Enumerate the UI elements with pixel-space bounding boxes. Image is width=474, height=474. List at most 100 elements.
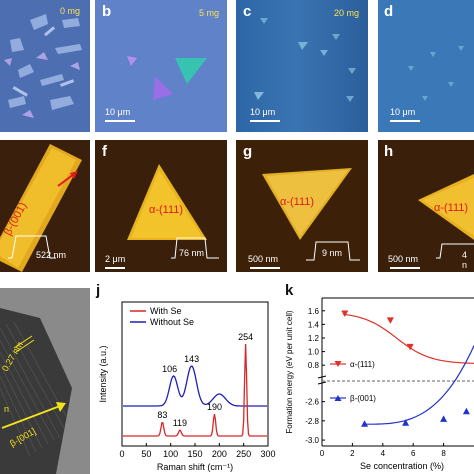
panel-c-optical-image: c 20 mg 10 μm xyxy=(236,0,368,132)
panel-label-k: k xyxy=(285,282,294,299)
axis-break-mark xyxy=(317,375,327,379)
x-tick-label: 150 xyxy=(187,449,202,459)
panel-label-f: f xyxy=(102,143,107,160)
x-tick-label: 0 xyxy=(320,449,325,458)
data-point-beta xyxy=(402,419,410,426)
y-tick-label: 1.2 xyxy=(308,334,320,343)
scale-label-c: 10 μm xyxy=(250,107,276,117)
panel-d-optical-image: d 10 μm xyxy=(378,0,474,132)
x-axis-label: Raman shift (cm⁻¹) xyxy=(157,462,233,472)
raman-chart-svg: 0 50 100 150 200 250 300 Raman shift (cm⁻¹) Inte… xyxy=(98,301,276,472)
x-tick-label: 2 xyxy=(350,449,355,458)
scale-bar-h xyxy=(390,267,420,269)
scale-label-h: 500 nm xyxy=(388,254,419,264)
x-tick-label: 50 xyxy=(141,449,151,459)
panel-label-g: g xyxy=(243,143,253,160)
legend-label-alpha: α-(111) xyxy=(350,360,375,369)
x-tick-label: 6 xyxy=(411,449,416,458)
height-label-h: 4 n xyxy=(462,250,468,270)
panel-label-b: b xyxy=(102,3,112,20)
y-tick-label: -2.8 xyxy=(305,417,319,426)
peak-label: 106 xyxy=(162,364,177,374)
height-label-e: 522 nm xyxy=(36,250,67,260)
amount-label-a: 0 mg xyxy=(60,6,81,16)
y-axis-label: Intensity (a.u.) xyxy=(98,345,108,402)
scale-bar-c xyxy=(250,120,280,122)
lattice-image xyxy=(0,288,90,474)
legend-marker-alpha xyxy=(334,361,342,367)
y-tick-label: 1.6 xyxy=(308,307,320,316)
nanobelt-image xyxy=(0,144,82,272)
data-point-beta xyxy=(462,407,470,415)
peak-label: 143 xyxy=(184,354,199,364)
triangle-flake-h xyxy=(418,174,474,259)
data-point-alpha xyxy=(341,310,349,318)
scale-bar-f xyxy=(105,267,125,269)
peak-label: 83 xyxy=(157,410,167,420)
extra-label-i: n xyxy=(4,404,10,414)
x-tick-label: 4 xyxy=(381,449,386,458)
legend-label-beta: β-(001) xyxy=(350,394,376,403)
scale-bar-d xyxy=(390,120,420,122)
y-tick-label: 1.0 xyxy=(308,348,320,357)
panel-label-j: j xyxy=(96,282,101,299)
legend-marker-beta xyxy=(334,395,342,401)
energy-chart-svg: 1.6 1.4 1.2 1.0 0.8 -2.6 -2.8 -3.00 2 4 6 8 Se conce… xyxy=(285,297,474,471)
triangle-flake-g xyxy=(262,168,360,261)
panel-e-afm-image: β-(001) 522 nm xyxy=(0,140,90,272)
panel-j-raman-chart: j 0 50 100 150 200 250 300 Raman shift (cm⁻¹) In… xyxy=(92,280,278,474)
x-tick-label: 200 xyxy=(212,449,227,459)
y-tick-label: 1.4 xyxy=(308,320,320,329)
axis-break-mark xyxy=(317,381,327,385)
amount-label-b: 5 mg xyxy=(199,8,220,18)
x-axis-label: Se concentration (%) xyxy=(360,461,444,471)
fit-curve-alpha xyxy=(343,313,474,364)
height-label-g: 9 nm xyxy=(322,248,343,258)
amount-label-c: 20 mg xyxy=(334,8,360,18)
scale-label-d: 10 μm xyxy=(390,107,416,117)
data-point-beta xyxy=(361,420,369,427)
panel-label-h: h xyxy=(384,143,394,160)
panel-g-afm-image: g α-(111) 9 nm 500 nm xyxy=(236,140,368,272)
panel-i-tem-image: 0.27 nm β-[001] n xyxy=(0,288,90,474)
y-tick-label: 0.8 xyxy=(308,361,320,370)
fit-curve-beta xyxy=(364,345,474,425)
triangles-image xyxy=(127,56,207,100)
legend-label-without-se: Without Se xyxy=(150,317,194,327)
x-tick-label: 250 xyxy=(236,449,251,459)
height-label-f: 76 nm xyxy=(179,248,205,258)
x-tick-label: 8 xyxy=(441,449,446,458)
peak-label: 190 xyxy=(207,402,222,412)
panel-label-c: c xyxy=(243,3,252,20)
panel-b-optical-image: b 5 mg 10 μm xyxy=(95,0,227,132)
series-line-without-se xyxy=(122,365,268,407)
scale-label-b: 10 μm xyxy=(105,107,131,117)
scale-bar-b xyxy=(105,120,135,122)
legend-label-with-se: With Se xyxy=(150,306,182,316)
phase-label-h: α-(111) xyxy=(434,202,469,214)
panel-f-afm-image: f α-(111) 76 nm 2 μm xyxy=(95,140,227,272)
flakes-image xyxy=(4,14,82,118)
panel-h-afm-image: h α-(111) 4 n 500 nm xyxy=(378,140,474,272)
panel-label-d: d xyxy=(384,3,394,20)
y-tick-label: -2.6 xyxy=(305,398,319,407)
phase-label-g: α-(111) xyxy=(280,196,315,208)
scale-label-g: 500 nm xyxy=(248,254,279,264)
panel-k-energy-chart: k 1.6 1.4 1.2 1.0 0.8 -2.6 -2.8 -3.0 0 2 4 6 8 Se con… xyxy=(280,280,474,474)
x-tick-label: 100 xyxy=(163,449,178,459)
data-point-beta xyxy=(440,415,448,422)
panel-a-optical-image: 0 mg xyxy=(0,0,90,132)
scale-label-f: 2 μm xyxy=(105,254,126,264)
peak-label: 254 xyxy=(238,332,253,342)
triangles-image-c xyxy=(254,18,356,102)
peak-label: 119 xyxy=(173,418,187,428)
y-axis-label: Formation energy (eV per unit cell) xyxy=(285,310,294,434)
scale-bar-g xyxy=(250,267,280,269)
data-point-alpha xyxy=(386,317,394,324)
triangle-flake-f xyxy=(127,164,219,259)
x-tick-label: 0 xyxy=(119,449,124,459)
triangles-image-d xyxy=(408,46,464,101)
data-point-alpha xyxy=(406,343,414,351)
x-tick-label: 300 xyxy=(260,449,275,459)
series-line-with-se xyxy=(122,343,268,437)
